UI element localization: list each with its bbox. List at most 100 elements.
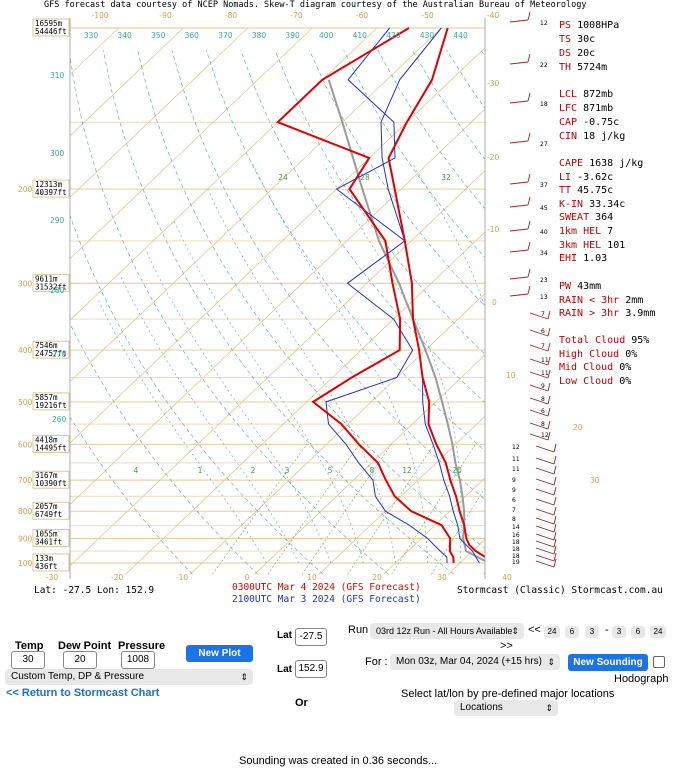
stat-key: EHI — [559, 253, 578, 264]
height-m: 2057m — [35, 502, 58, 511]
wind-barb-flag — [527, 53, 531, 63]
wind-speed-label: 12 — [540, 20, 548, 27]
isotherm-line — [70, 108, 485, 506]
wind-barb — [535, 554, 555, 562]
wind-speed-label: 6 — [541, 408, 545, 415]
custom-select[interactable]: Custom Temp, DP & Pressure ⇕ — [5, 669, 253, 685]
for-select[interactable]: Mon 03z, Mar 04, 2024 (+15 hrs) ⇕ — [390, 654, 560, 670]
theta-label: 440 — [453, 31, 468, 40]
pressure-tick: 600 — [18, 440, 33, 449]
stat-key: CAPE — [559, 158, 584, 169]
wind-barb-flag — [547, 407, 551, 417]
series-label-0300: 0300UTC Mar 4 2024 (GFS Forecast) — [232, 582, 421, 593]
wind-speed-label: 7 — [541, 343, 545, 350]
wind-speed-label: 11 — [541, 370, 549, 377]
wind-barbs: 12 22 18 27 37 45 40 34 23 13 7 6 7 11 11 9 8 6 8 12 12 11 11 9… — [509, 11, 557, 568]
top-temp-tick: -60 — [356, 11, 368, 20]
wind-barb — [535, 457, 555, 465]
top-temp-tick: -40 — [487, 11, 499, 20]
wind-barb — [509, 140, 529, 144]
wind-barb-flag — [553, 506, 557, 516]
pressure-input[interactable]: 1008 — [121, 651, 155, 669]
dew-point-input[interactable]: 20 — [63, 651, 97, 669]
theta-label: 350 — [151, 31, 166, 40]
wind-barb — [509, 181, 529, 185]
mixing-ratio-line — [347, 444, 435, 575]
new-sounding-button[interactable]: New Sounding — [568, 654, 648, 671]
new-plot-button[interactable]: New Plot — [186, 645, 253, 662]
bottom-temp-tick: 30 — [437, 573, 447, 582]
wind-barb — [535, 488, 555, 496]
wind-barb-flag — [553, 455, 557, 465]
height-ft: 19216ft — [35, 401, 67, 410]
wind-barb — [529, 329, 549, 337]
height-box — [32, 529, 70, 547]
series-label-2100: 2100UTC Mar 3 2024 (GFS Forecast) — [232, 594, 421, 605]
moist-adiabat-line — [97, 298, 267, 564]
wind-speed-label: 18 — [512, 539, 520, 546]
step-button-fwd-24[interactable]: 24 — [650, 626, 666, 638]
or-label: Or — [295, 697, 308, 709]
stat-value: 101 — [601, 240, 626, 251]
step-button-back-24[interactable]: 24 — [544, 626, 560, 638]
skew-t-chart: GFS forecast data courtesy of NCEP Nomad… — [18, 0, 663, 605]
stat-key: CAP — [559, 117, 578, 128]
stat-value: 33.34c — [583, 199, 626, 210]
isotherm-line — [70, 27, 378, 321]
prev-arrows[interactable]: << — [528, 624, 541, 636]
stat-row: K-IN 33.34c — [559, 199, 625, 210]
stat-value: 20c — [571, 48, 596, 59]
wind-speed-label: 12 — [512, 444, 520, 451]
lon-input[interactable]: 152.9 — [295, 660, 327, 678]
wind-barb — [535, 508, 555, 516]
stat-row: Mid Cloud 0% — [559, 362, 631, 373]
stat-key: DS — [559, 48, 572, 59]
stat-value: -3.62c — [571, 172, 614, 183]
wind-speed-label: 8 — [512, 516, 516, 523]
wind-speed-label: 6 — [512, 497, 516, 504]
wind-barb-flag — [527, 92, 531, 102]
theta-side-label: 280 — [50, 286, 65, 295]
pressure-label: Pressure — [118, 640, 166, 652]
lon-label: Lat — [277, 664, 292, 675]
stat-row: 3km HEL 101 — [559, 240, 625, 251]
next-arrows[interactable]: >> — [500, 640, 513, 652]
wind-barb-flag — [553, 465, 557, 475]
theta-side-label: 270 — [52, 350, 67, 359]
wind-barb-flag — [553, 558, 557, 568]
stat-row: TT 45.75c — [559, 185, 613, 196]
wind-speed-label: 18 — [512, 553, 520, 560]
height-ft: 436ft — [35, 562, 58, 571]
step-button-back-3[interactable]: 3 — [585, 626, 599, 638]
mixing-ratio-line — [267, 444, 360, 575]
moist-adiabat-line — [145, 249, 332, 564]
temp-line-2100 — [380, 27, 480, 564]
return-link[interactable]: << Return to Stormcast Chart — [6, 687, 160, 699]
step-button-fwd-6[interactable]: 6 — [631, 626, 645, 638]
moist-adiabat-line — [173, 221, 364, 564]
step-button-fwd-3[interactable]: 3 — [612, 626, 626, 638]
temp-input[interactable]: 30 — [11, 651, 45, 669]
hodograph-checkbox[interactable] — [653, 656, 665, 668]
stat-row: SWEAT 364 — [559, 212, 613, 223]
height-m: 5857m — [35, 393, 58, 402]
locations-select-arrows-icon: ⇕ — [545, 703, 553, 713]
height-m: 9611m — [35, 274, 58, 283]
for-label: For : — [365, 656, 388, 668]
custom-select-value: Custom Temp, DP & Pressure — [11, 671, 145, 682]
run-select[interactable]: 03rd 12z Run - All Hours Available ⇕ — [370, 623, 524, 639]
wind-barb — [529, 344, 549, 352]
locations-select[interactable]: Locations ⇕ — [454, 700, 558, 716]
wind-barb-flag — [547, 342, 551, 352]
stat-row: TH 5724m — [559, 62, 607, 73]
stat-row: LFC 871mb — [559, 103, 613, 114]
wind-speed-label: 18 — [540, 101, 548, 108]
lat-input[interactable]: -27.5 — [295, 628, 327, 646]
stat-row: PW 43mm — [559, 281, 601, 292]
wind-barb-flag — [527, 11, 531, 21]
step-button-back-6[interactable]: 6 — [565, 626, 579, 638]
stat-value: 1638 j/kg — [583, 158, 644, 169]
stat-key: Mid Cloud — [559, 362, 614, 373]
theta-label: 330 — [84, 31, 99, 40]
stat-key: TH — [559, 62, 572, 73]
